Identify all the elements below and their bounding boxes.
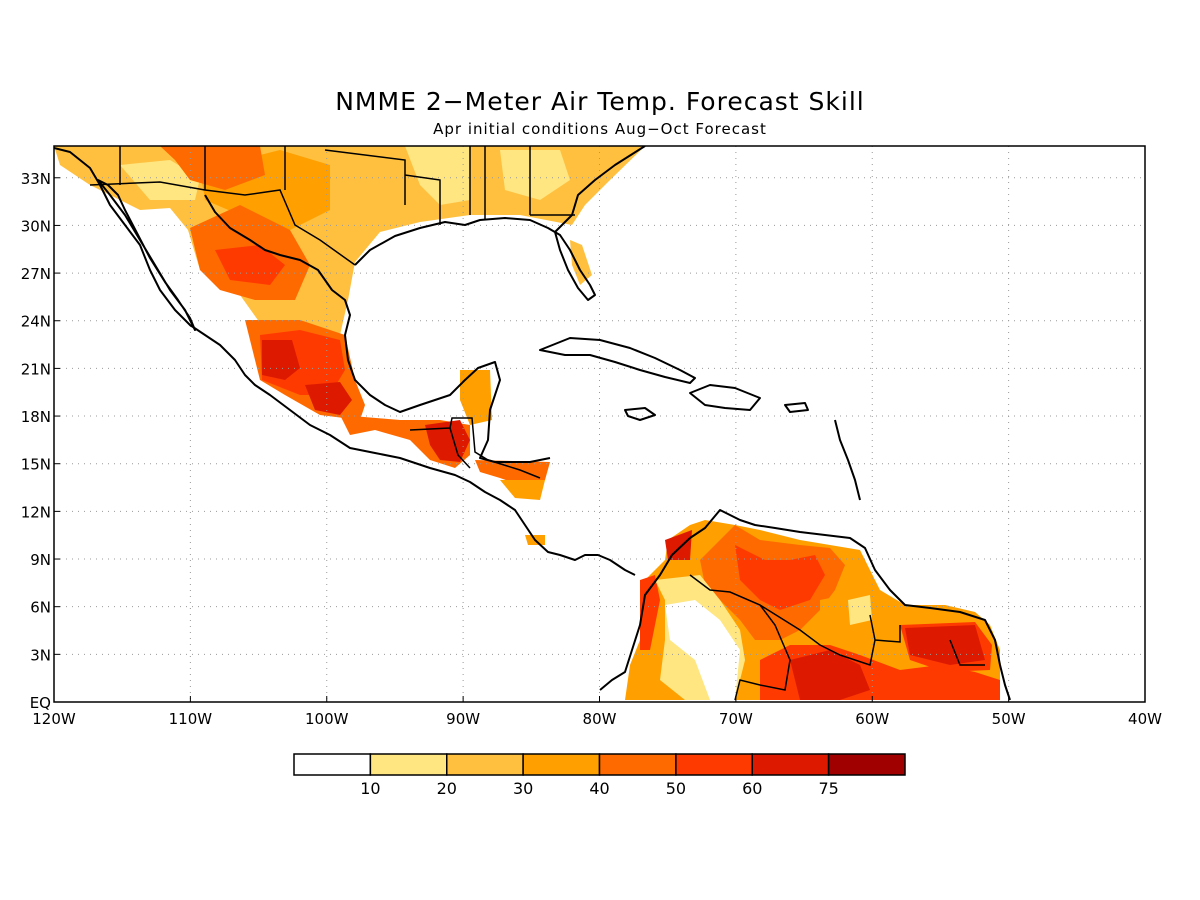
colorbar-label: 40 xyxy=(589,779,609,798)
skill-area-suriname-light xyxy=(848,595,872,625)
skill-area-nw-mexico-core xyxy=(215,245,285,285)
skill-area-central-mexico-max xyxy=(262,340,300,380)
latitude-tick-label: 30N xyxy=(21,217,51,235)
colorbar-label: 20 xyxy=(437,779,457,798)
skill-area-colombia-none xyxy=(665,600,740,700)
north-america-coastline xyxy=(54,147,636,576)
latitude-tick-label: 15N xyxy=(21,456,51,474)
latitude-tick-label: 9N xyxy=(30,551,51,569)
longitude-tick-label: 70W xyxy=(719,710,753,728)
map-title: NMME 2−Meter Air Temp. Forecast Skill xyxy=(335,87,865,116)
skill-area-venezuela-core xyxy=(735,545,825,610)
skill-area-guatemala-core xyxy=(425,420,470,462)
skill-area-central-mexico-max xyxy=(305,382,352,415)
latitude-tick-label: 3N xyxy=(30,646,51,664)
skill-area-us-light xyxy=(405,146,470,205)
latitude-axis: EQ 3N 6N 9N 12N 15N 18N 21N 24N 27N 30N 33N xyxy=(21,170,60,712)
skill-area-us-light xyxy=(120,160,200,200)
central-america-borders xyxy=(409,417,541,479)
colorbar-swatch xyxy=(293,753,372,776)
colorbar-label: 60 xyxy=(742,779,762,798)
latitude-tick-label: EQ xyxy=(30,694,51,712)
skill-area-colombia-north xyxy=(665,530,692,560)
colorbar-swatch xyxy=(827,753,906,776)
longitude-tick-label: 80W xyxy=(583,710,617,728)
latitude-tick-label: 18N xyxy=(21,408,51,426)
colorbar-swatch xyxy=(751,753,830,776)
skill-area-yucatan xyxy=(460,370,492,425)
colorbar-swatch xyxy=(522,753,601,776)
colorbar-swatch xyxy=(369,753,448,776)
colorbar-swatch xyxy=(598,753,677,776)
baja-california-coastline xyxy=(97,179,196,331)
colorbar: 10 20 30 40 50 60 75 xyxy=(293,753,906,798)
colorbar-swatch xyxy=(675,753,753,776)
longitude-tick-label: 90W xyxy=(446,710,480,728)
longitude-axis: 120W 110W 100W 90W 80W 70W 60W 50W 40W xyxy=(32,696,1162,728)
longitude-tick-label: 110W xyxy=(169,710,213,728)
skill-area-nicaragua xyxy=(500,480,545,500)
south-america-coastline xyxy=(599,509,1011,701)
colorbar-swatch xyxy=(446,753,524,776)
us-mexico-border xyxy=(89,181,356,266)
latitude-tick-label: 27N xyxy=(21,265,51,283)
longitude-tick-label: 120W xyxy=(32,710,76,728)
longitude-tick-label: 50W xyxy=(992,710,1026,728)
skill-area-us-north xyxy=(54,146,645,340)
longitude-tick-label: 60W xyxy=(855,710,889,728)
skill-area-us-light xyxy=(500,150,570,200)
latitude-tick-label: 12N xyxy=(21,503,51,521)
jamaica-coastline xyxy=(624,407,656,421)
skill-area-florida xyxy=(570,240,592,285)
colorbar-label: 30 xyxy=(513,779,533,798)
skill-area-guiana-core xyxy=(905,625,985,665)
coastline-layer xyxy=(54,146,1011,701)
lesser-antilles xyxy=(834,419,861,501)
skill-field-layer xyxy=(54,146,1000,700)
skill-area-north-mexico-top xyxy=(160,146,265,190)
south-america-borders xyxy=(689,574,985,701)
longitude-tick-label: 100W xyxy=(305,710,349,728)
skill-area-honduras xyxy=(475,460,550,485)
skill-area-amazon-core xyxy=(790,650,870,700)
map-subtitle: Apr initial conditions Aug−Oct Forecast xyxy=(433,120,767,138)
latitude-tick-label: 6N xyxy=(30,599,51,617)
latitude-tick-label: 21N xyxy=(21,360,51,378)
latitude-tick-label: 24N xyxy=(21,313,51,331)
cuba-coastline xyxy=(539,337,696,384)
latitude-tick-label: 33N xyxy=(21,170,51,188)
colorbar-label: 75 xyxy=(818,779,838,798)
longitude-tick-label: 40W xyxy=(1128,710,1162,728)
gulf-of-mexico-coastline xyxy=(204,194,551,463)
us-state-borders xyxy=(119,146,575,225)
colorbar-label: 50 xyxy=(666,779,686,798)
hispaniola-coastline xyxy=(689,384,761,411)
colorbar-label: 10 xyxy=(360,779,380,798)
puerto-rico-coastline xyxy=(784,402,809,413)
